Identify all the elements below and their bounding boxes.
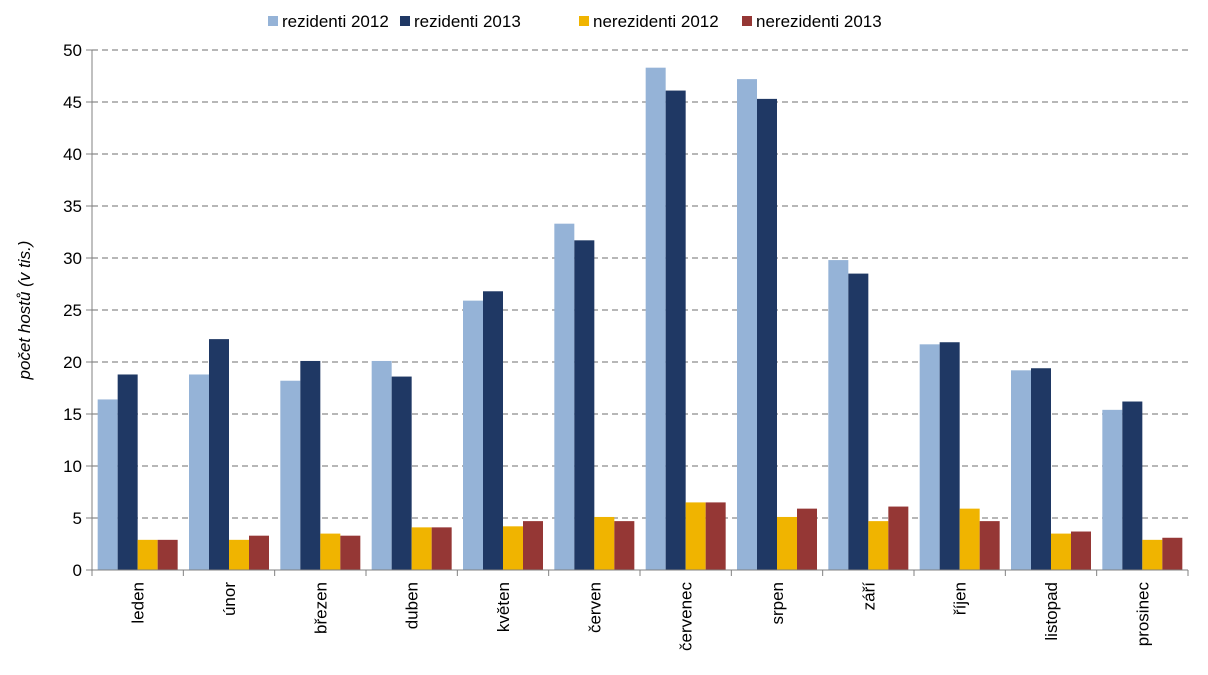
bar: [1162, 537, 1183, 570]
legend-swatch: [400, 16, 410, 26]
bar: [340, 535, 361, 570]
y-tick-label: 40: [63, 145, 82, 164]
bar: [939, 342, 960, 570]
bar: [1071, 531, 1091, 570]
x-tick-label: červenec: [677, 582, 696, 651]
bar: [574, 240, 595, 570]
bar: [1031, 368, 1051, 570]
bar: [888, 506, 909, 570]
y-tick-label: 15: [63, 405, 82, 424]
x-tick-label: říjen: [951, 582, 970, 615]
bar: [483, 291, 503, 570]
legend-label: rezidenti 2012: [282, 12, 389, 31]
bar: [189, 374, 209, 570]
bar: [848, 273, 869, 570]
bar: [463, 300, 483, 570]
bar: [137, 539, 158, 570]
bar: [1051, 533, 1071, 570]
bar: [157, 539, 178, 570]
y-tick-label: 45: [63, 93, 82, 112]
bar: [320, 533, 341, 570]
bar: [757, 98, 777, 570]
legend-swatch: [579, 16, 589, 26]
y-tick-label: 5: [73, 509, 82, 528]
bar: [1142, 539, 1163, 570]
bar: [919, 344, 940, 570]
bar: [523, 521, 543, 570]
y-tick-labels: 0 5 10 15 20 25 30 35 40 45 50: [63, 41, 82, 580]
bar: [1011, 370, 1031, 570]
legend: rezidenti 2012 rezidenti 2013 nerezidenti …: [268, 12, 882, 31]
bar: [1102, 409, 1123, 570]
y-tick-label: 0: [73, 561, 82, 580]
bar: [828, 260, 849, 570]
x-tick-label: květen: [494, 582, 513, 632]
bar: [737, 79, 757, 571]
y-tick-label: 20: [63, 353, 82, 372]
bar: [391, 376, 412, 570]
x-tick-label: červen: [585, 582, 604, 633]
bar: [249, 535, 269, 570]
x-tick-labels: leden únor březen duben květen červen červenec…: [129, 582, 1153, 651]
bar: [97, 399, 118, 570]
x-tick-label: duben: [403, 582, 422, 629]
legend-swatch: [742, 16, 752, 26]
bar: [554, 223, 575, 570]
bar: [979, 521, 1000, 570]
gridlines: [86, 49, 1188, 571]
bar: [1122, 401, 1143, 570]
x-tick-label: září: [859, 582, 878, 611]
bar: [614, 521, 635, 570]
legend-label: nerezidenti 2013: [756, 12, 882, 31]
bar: [594, 516, 615, 570]
y-tick-label: 25: [63, 301, 82, 320]
bar: [503, 526, 523, 570]
legend-swatch: [268, 16, 278, 26]
x-tick-label: srpen: [768, 582, 787, 625]
bar: [229, 539, 249, 570]
bar: [868, 521, 889, 570]
legend-label: nerezidenti 2012: [593, 12, 719, 31]
bar: [117, 374, 138, 570]
legend-label: rezidenti 2013: [414, 12, 521, 31]
axes: [91, 50, 1189, 576]
bar: [645, 67, 666, 571]
x-tick-label: prosinec: [1133, 582, 1152, 647]
y-axis-label: počet hostů (v tis.): [15, 241, 34, 381]
x-tick-label: březen: [311, 582, 330, 634]
bars: [97, 67, 1183, 571]
x-tick-label: listopad: [1042, 582, 1061, 641]
x-tick-label: únor: [220, 582, 239, 616]
bar: [209, 339, 229, 570]
y-tick-label: 10: [63, 457, 82, 476]
bar: [280, 380, 301, 570]
bar: [300, 360, 321, 570]
bar: [797, 508, 817, 570]
y-tick-label: 35: [63, 197, 82, 216]
bar: [959, 508, 980, 570]
bar: [431, 527, 452, 570]
bar: [665, 90, 686, 570]
bar: [705, 502, 726, 570]
bar: [371, 360, 392, 570]
bar: [411, 527, 432, 570]
y-tick-label: 50: [63, 41, 82, 60]
x-tick-label: leden: [129, 582, 148, 624]
bar: [777, 516, 797, 570]
y-tick-label: 30: [63, 249, 82, 268]
bar: [685, 502, 706, 570]
